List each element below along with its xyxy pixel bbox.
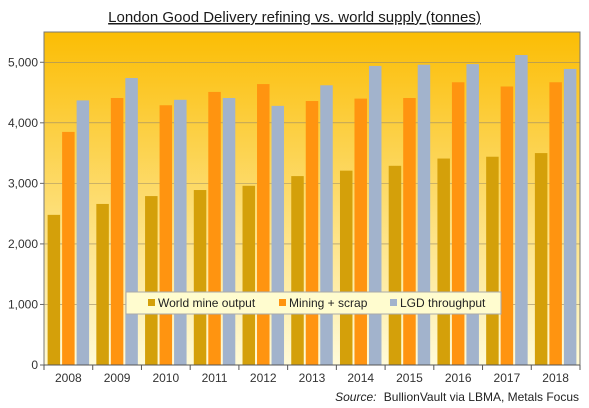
legend: World mine output Mining + scrap LGD throu… (125, 291, 502, 315)
bar-world-mine-output (193, 190, 207, 365)
bar-world-mine-output (145, 196, 158, 365)
x-tick-label: 2016 (445, 371, 472, 385)
y-tick-label: 3,000 (8, 176, 38, 190)
y-tick-label: 4,000 (8, 116, 38, 130)
legend-box (125, 291, 502, 315)
bar-lgd-throughput (76, 100, 90, 365)
legend-label: World mine output (158, 296, 256, 310)
bar-mining-scrap (305, 101, 319, 365)
x-tick-label: 2018 (542, 371, 569, 385)
x-tick-label: 2011 (202, 371, 228, 385)
bar-mining-scrap (354, 98, 367, 365)
x-tick-label: 2009 (104, 371, 131, 385)
bar-world-mine-output (242, 185, 256, 365)
bar-mining-scrap (451, 82, 465, 366)
bar-mining-scrap (403, 97, 416, 366)
bar-mining-scrap (62, 131, 75, 365)
x-tick-label: 2014 (347, 371, 374, 385)
bar-world-mine-output (486, 156, 499, 365)
y-tick-label: 2,000 (8, 237, 38, 251)
x-axis: 2008 2009 2010 2011 2012 2013 2014 2015 2016 2017… (43, 364, 581, 385)
x-tick-label: 2013 (299, 371, 326, 385)
bar-world-mine-output (388, 165, 402, 365)
y-tick-label: 1,000 (8, 297, 38, 311)
x-tick-label: 2010 (152, 371, 179, 385)
bar-lgd-throughput (125, 78, 138, 366)
bar-mining-scrap (549, 82, 562, 366)
bar-lgd-throughput (271, 105, 285, 366)
bar-world-mine-output (96, 203, 109, 365)
source-label: Source: (335, 390, 376, 404)
x-tick-label: 2008 (55, 371, 82, 385)
y-axis: 0 1,000 2,000 3,000 4,000 5,000 (8, 55, 44, 372)
source-note: Source: BullionVault via LBMA, Metals Fo… (335, 390, 579, 404)
legend-label: LGD throughput (400, 296, 486, 310)
bar-world-mine-output (534, 153, 548, 365)
bar-mining-scrap (159, 105, 173, 365)
bar-lgd-throughput (174, 99, 187, 365)
bar-lgd-throughput (368, 65, 382, 365)
y-tick-label: 5,000 (8, 55, 38, 69)
bar-world-mine-output (291, 176, 304, 365)
bar-mining-scrap (500, 86, 514, 365)
bar-lgd-throughput (320, 85, 333, 365)
bar-world-mine-output (47, 214, 61, 365)
bar-lgd-throughput (515, 55, 528, 366)
bar-mining-scrap (208, 91, 221, 365)
bar-lgd-throughput (417, 64, 431, 365)
bar-world-mine-output (437, 158, 450, 365)
legend-swatch (148, 299, 155, 306)
x-tick-label: 2017 (494, 371, 521, 385)
source-text: BullionVault via LBMA, Metals Focus (384, 390, 579, 404)
bar-mining-scrap (110, 97, 124, 366)
plot-area (43, 31, 581, 366)
legend-label: Mining + scrap (289, 296, 368, 310)
bar-lgd-throughput (222, 97, 236, 366)
x-tick-label: 2015 (396, 371, 423, 385)
bar-lgd-throughput (563, 68, 577, 365)
chart-title: London Good Delivery refining vs. world … (108, 9, 481, 26)
bar-world-mine-output (339, 170, 353, 365)
legend-swatch (390, 299, 397, 306)
x-tick-label: 2012 (250, 371, 277, 385)
legend-swatch (279, 299, 286, 306)
bar-lgd-throughput (466, 64, 479, 366)
bar-mining-scrap (257, 84, 270, 365)
y-tick-label: 0 (31, 358, 38, 372)
